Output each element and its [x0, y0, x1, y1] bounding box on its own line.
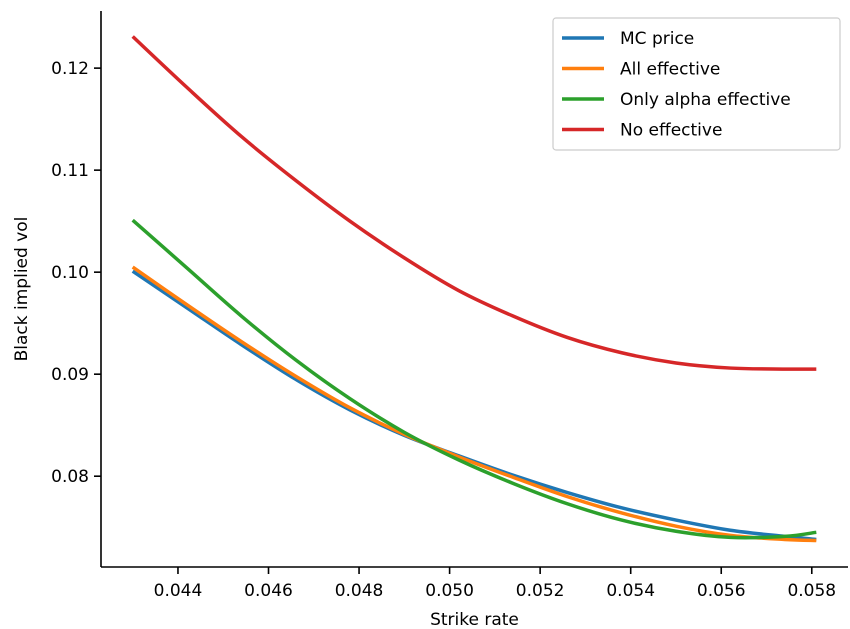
y-tick-label: 0.12 [51, 59, 89, 79]
y-tick-label: 0.08 [51, 467, 89, 487]
x-tick-label: 0.056 [697, 581, 746, 601]
legend-label-only-alpha-effective: Only alpha effective [620, 90, 791, 110]
series-line-all-effective [131, 265, 817, 543]
x-tick-label: 0.050 [425, 581, 474, 601]
axes: 0.044 0.046 0.048 0.050 0.052 0.054 0.056 0.058… [51, 11, 848, 601]
y-axis-label: Black implied vol [12, 217, 32, 362]
x-tick-label: 0.046 [244, 581, 293, 601]
y-tick-label: 0.10 [51, 263, 89, 283]
x-tick-label: 0.048 [335, 581, 384, 601]
y-tick-label: 0.09 [51, 365, 89, 385]
x-tick-label: 0.044 [154, 581, 203, 601]
series-line-only-alpha-effective [131, 218, 817, 540]
legend-box [552, 17, 841, 151]
x-tick-label: 0.054 [606, 581, 655, 601]
legend-label-all-effective: All effective [620, 60, 720, 80]
legend: MC price All effective Only alpha effectiv… [552, 17, 841, 151]
x-tick-label: 0.058 [787, 581, 836, 601]
legend-label-no-effective: No effective [620, 121, 722, 141]
x-axis-label: Strike rate [430, 610, 519, 629]
x-tick-label: 0.052 [516, 581, 565, 601]
legend-label-mc-price: MC price [620, 29, 694, 49]
series-line-no-effective [131, 35, 817, 371]
plot-lines [131, 35, 817, 543]
y-tick-label: 0.11 [51, 161, 89, 181]
